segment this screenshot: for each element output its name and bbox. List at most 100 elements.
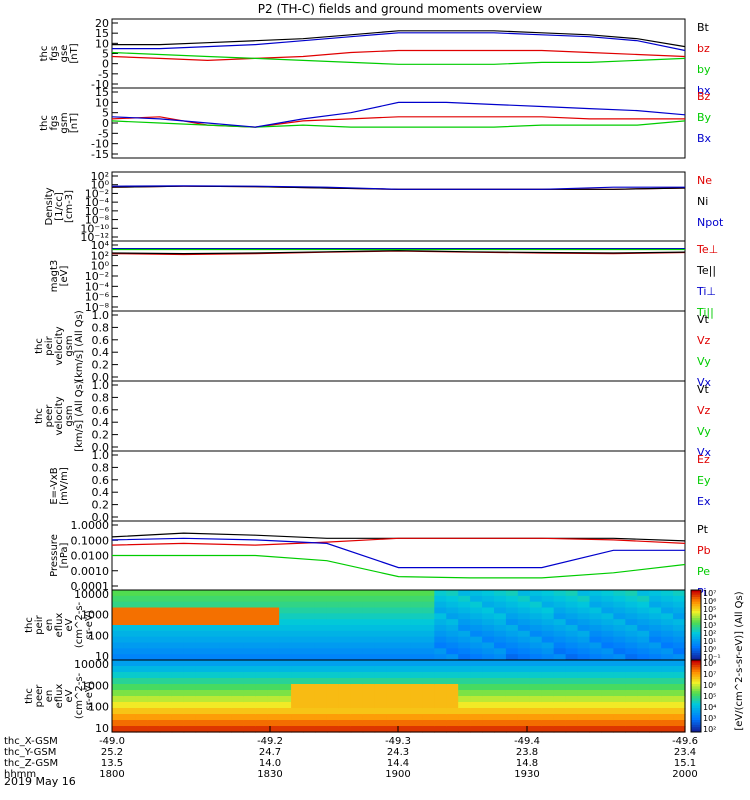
spectrogram-cell: [231, 613, 244, 620]
spectrogram-cell: [589, 702, 603, 709]
spectrogram-cell: [482, 642, 495, 649]
spectrogram-cell: [565, 726, 579, 733]
spectrogram-cell: [338, 590, 352, 597]
spectrogram-cell: [219, 666, 232, 673]
spectrogram-cell: [112, 720, 125, 727]
spectrogram-cell: [291, 654, 304, 661]
spectrogram-cell: [171, 720, 185, 727]
spectrogram-cell: [291, 607, 304, 614]
spectrogram-cell: [625, 625, 638, 632]
spectrogram-cell: [303, 590, 316, 597]
spectrogram-cell: [553, 720, 567, 727]
spectrogram-cell: [291, 726, 304, 733]
y-label-line: peer: [34, 684, 45, 708]
spectrogram-cell: [386, 666, 400, 673]
spectrogram-cell: [147, 714, 161, 721]
spectrogram-cell: [661, 666, 674, 673]
spectrogram-cell: [374, 708, 388, 715]
spectrogram-cell: [613, 720, 626, 727]
spectrogram-cell: [458, 690, 471, 697]
spectrogram-cell: [517, 684, 531, 691]
spectrogram-cell: [673, 636, 686, 644]
spectrogram-cell: [279, 654, 292, 661]
spectrogram-cell: [505, 666, 519, 673]
colorbar-tick: 10²: [703, 725, 716, 734]
spectrogram-cell: [637, 708, 650, 715]
spectrogram-cell: [350, 648, 364, 655]
spectrogram-cell: [291, 642, 304, 649]
y-tick-label: 10⁻¹⁰: [80, 222, 109, 235]
spectrogram-cell: [219, 607, 232, 614]
colorbar-segment: [691, 686, 701, 690]
spectrogram-cell: [494, 666, 507, 673]
spectrogram-cell: [231, 607, 244, 614]
spectrogram-cell: [135, 590, 149, 597]
spectrogram-cell: [207, 590, 221, 597]
spectrogram-cell: [410, 726, 423, 733]
spectrogram-cell: [112, 619, 125, 626]
spectrogram-cell: [517, 654, 531, 661]
spectrogram-cell: [350, 666, 364, 673]
spectrogram-cell: [482, 708, 495, 715]
y-label-line: [eV]: [59, 266, 70, 287]
spectrogram-cell: [219, 648, 232, 655]
spectrogram-cell: [279, 690, 292, 697]
spectrogram-cell: [446, 690, 459, 697]
spectrogram-cell: [649, 678, 662, 685]
colorbar-tick: 10⁶: [703, 597, 716, 606]
spectrogram-cell: [517, 625, 531, 632]
spectrogram-cell: [386, 678, 400, 685]
legend-bz: Bz: [697, 90, 711, 103]
spectrogram-cell: [303, 607, 316, 614]
spectrogram-cell: [458, 660, 471, 667]
spectrogram-cell: [386, 590, 400, 597]
spectrogram-cell: [470, 696, 483, 703]
spectrogram-cell: [494, 690, 507, 697]
spectrogram-cell: [123, 648, 137, 655]
spectrogram-cell: [135, 648, 149, 655]
y-tick-label: 0.0010: [71, 565, 110, 578]
spectrogram-cell: [123, 590, 137, 597]
spectrogram-cell: [470, 625, 483, 632]
spectrogram-cell: [625, 726, 638, 733]
spectrogram-cell: [494, 636, 507, 644]
spectrogram-cell: [350, 696, 364, 703]
spectrogram-cell: [123, 642, 137, 649]
spectrogram-cell: [470, 636, 483, 644]
spectrogram-cell: [350, 630, 364, 638]
y-tick-label: 0.4: [92, 486, 110, 499]
spectrogram-cell: [601, 625, 614, 632]
colorbar-segment: [691, 667, 701, 671]
spectrogram-cell: [589, 601, 603, 609]
spectrogram-cell: [314, 702, 328, 709]
spectrogram-cell: [541, 607, 555, 614]
spectrogram-cell: [231, 625, 244, 632]
legend-vx: Vx: [697, 446, 712, 459]
spectrogram-cell: [541, 726, 555, 733]
spectrogram-cell: [219, 636, 232, 644]
spectrogram-cell: [625, 619, 638, 626]
spectrogram-cell: [601, 678, 614, 685]
spectrogram-cell: [279, 619, 292, 626]
y-label-line: eV: [64, 689, 75, 702]
spectrogram-cell: [374, 590, 388, 597]
spectrogram-cell: [112, 595, 125, 603]
spectrogram-cell: [398, 708, 412, 715]
spectrogram-cell: [649, 672, 662, 679]
legend-pe: Pe: [697, 565, 710, 578]
spectrogram-cell: [541, 625, 555, 632]
spectrogram-cell: [386, 702, 400, 709]
spectrogram-cell: [661, 714, 674, 721]
spectrogram-cell: [482, 601, 495, 609]
spectrogram-cell: [112, 666, 125, 673]
colorbar-segment: [691, 653, 701, 656]
spectrogram-cell: [505, 625, 519, 632]
spectrogram-cell: [458, 648, 471, 655]
spectrogram-cell: [601, 684, 614, 691]
colorbar-tick: 10⁴: [703, 613, 716, 622]
y-axis-label: thc peir en eflux eV (cm^2-s-sr-eV): [24, 601, 95, 648]
spectrogram-cell: [350, 654, 364, 661]
spectrogram-cell: [303, 678, 316, 685]
spectrogram-cell: [255, 714, 268, 721]
